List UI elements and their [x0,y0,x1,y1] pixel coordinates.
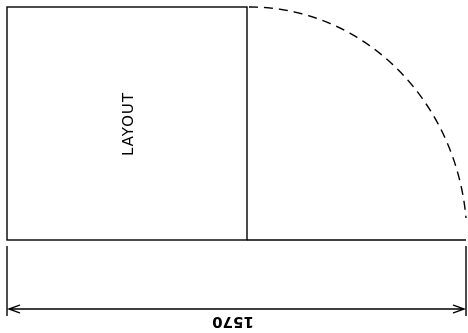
layout-label: LAYOUT [119,92,137,156]
dimension-arrow-left [6,304,21,314]
dimension-value: 1570 [212,313,254,331]
door-swing-arc [248,6,467,219]
layout-area-rect [6,6,248,241]
dimension-arrow-right [452,304,467,314]
